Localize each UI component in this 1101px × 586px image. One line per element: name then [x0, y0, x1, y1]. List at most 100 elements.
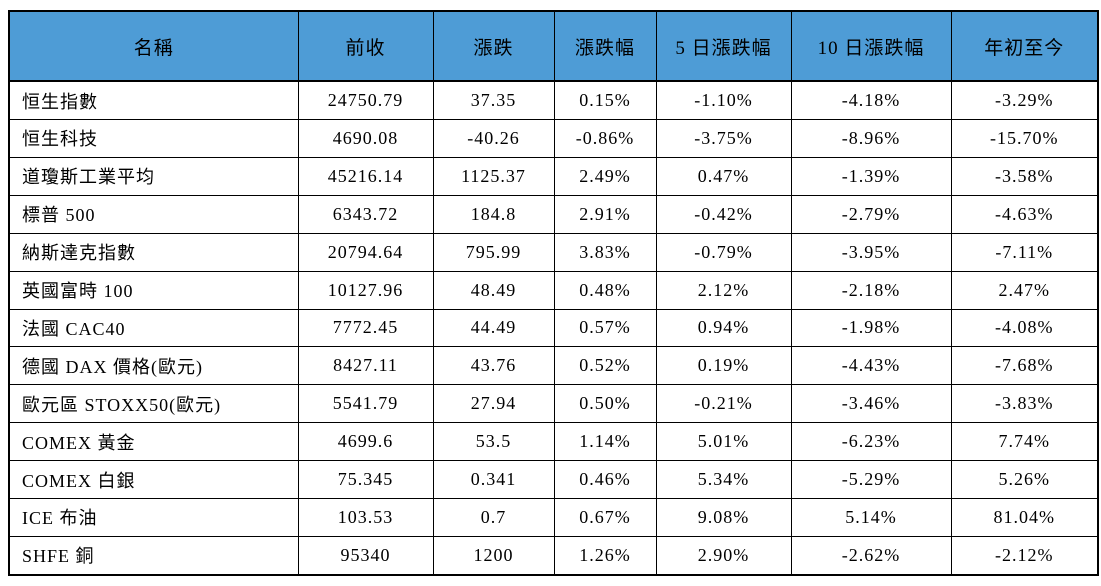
table-row: 歐元區 STOXX50(歐元) 5541.79 27.94 0.50% -0.21% -3…	[8, 384, 1099, 424]
pct-10d-cell: -1.39%	[790, 156, 952, 196]
prev-close-cell: 103.53	[297, 497, 434, 537]
pct-10d-cell: -8.96%	[790, 119, 952, 158]
pct-10d-cell: -3.95%	[790, 232, 952, 272]
name-cell: 標普 500	[8, 194, 299, 234]
pct-5d-cell: -1.10%	[655, 80, 792, 121]
change-pct-cell: 3.83%	[553, 232, 657, 272]
change-cell: -40.26	[432, 119, 555, 158]
ytd-cell: -15.70%	[950, 119, 1099, 158]
change-cell: 0.341	[432, 460, 555, 499]
table-row: 納斯達克指數 20794.64 795.99 3.83% -0.79% -3.95% -7.…	[8, 232, 1099, 272]
prev-close-cell: 6343.72	[297, 194, 434, 234]
change-pct-cell: 0.52%	[553, 346, 657, 386]
pct-5d-cell: 2.90%	[655, 535, 792, 576]
name-cell: 恒生科技	[8, 119, 299, 158]
prev-close-cell: 20794.64	[297, 232, 434, 272]
change-pct-cell: -0.86%	[553, 119, 657, 158]
pct-5d-cell: 5.01%	[655, 422, 792, 462]
name-cell: COMEX 黃金	[8, 422, 299, 462]
change-cell: 53.5	[432, 422, 555, 462]
change-cell: 1125.37	[432, 156, 555, 196]
prev-close-cell: 45216.14	[297, 156, 434, 196]
table-row: 德國 DAX 價格(歐元) 8427.11 43.76 0.52% 0.19% -4.43…	[8, 346, 1099, 386]
table-row: COMEX 白銀 75.345 0.341 0.46% 5.34% -5.29% 5.26%	[8, 460, 1099, 499]
prev-close-cell: 5541.79	[297, 384, 434, 424]
table-body: 恒生指數 24750.79 37.35 0.15% -1.10% -4.18% -3.29%…	[8, 80, 1099, 576]
prev-close-cell: 95340	[297, 535, 434, 576]
pct-10d-cell: -4.18%	[790, 80, 952, 121]
prev-close-cell: 4699.6	[297, 422, 434, 462]
pct-5d-cell: -0.42%	[655, 194, 792, 234]
change-cell: 1200	[432, 535, 555, 576]
pct-10d-cell: -2.62%	[790, 535, 952, 576]
header-row: 名稱 前收 漲跌 漲跌幅 5 日漲跌幅 10 日漲跌幅 年初至今	[8, 10, 1099, 82]
pct-5d-cell: 5.34%	[655, 460, 792, 499]
header-change-pct-5d: 5 日漲跌幅	[655, 10, 792, 82]
header-change-pct-ytd: 年初至今	[950, 10, 1099, 82]
table-header: 名稱 前收 漲跌 漲跌幅 5 日漲跌幅 10 日漲跌幅 年初至今	[8, 10, 1099, 82]
prev-close-cell: 24750.79	[297, 80, 434, 121]
change-cell: 44.49	[432, 308, 555, 348]
pct-10d-cell: -5.29%	[790, 460, 952, 499]
table-row: 英國富時 100 10127.96 48.49 0.48% 2.12% -2.18% 2.4…	[8, 270, 1099, 310]
change-cell: 795.99	[432, 232, 555, 272]
ytd-cell: 7.74%	[950, 422, 1099, 462]
table-row: 恒生指數 24750.79 37.35 0.15% -1.10% -4.18% -3.29%	[8, 80, 1099, 121]
name-cell: 納斯達克指數	[8, 232, 299, 272]
change-cell: 37.35	[432, 80, 555, 121]
change-cell: 0.7	[432, 497, 555, 537]
ytd-cell: 5.26%	[950, 460, 1099, 499]
change-pct-cell: 1.26%	[553, 535, 657, 576]
header-prev-close: 前收	[297, 10, 434, 82]
prev-close-cell: 4690.08	[297, 119, 434, 158]
name-cell: SHFE 銅	[8, 535, 299, 576]
change-pct-cell: 0.15%	[553, 80, 657, 121]
ytd-cell: -4.08%	[950, 308, 1099, 348]
ytd-cell: -2.12%	[950, 535, 1099, 576]
ytd-cell: -7.68%	[950, 346, 1099, 386]
prev-close-cell: 7772.45	[297, 308, 434, 348]
ytd-cell: -3.29%	[950, 80, 1099, 121]
change-cell: 27.94	[432, 384, 555, 424]
pct-5d-cell: 2.12%	[655, 270, 792, 310]
prev-close-cell: 8427.11	[297, 346, 434, 386]
pct-10d-cell: -6.23%	[790, 422, 952, 462]
header-change-pct: 漲跌幅	[553, 10, 657, 82]
ytd-cell: -7.11%	[950, 232, 1099, 272]
pct-5d-cell: -0.79%	[655, 232, 792, 272]
name-cell: 法國 CAC40	[8, 308, 299, 348]
table-row: 法國 CAC40 7772.45 44.49 0.57% 0.94% -1.98% -4.0…	[8, 308, 1099, 348]
market-index-table: 名稱 前收 漲跌 漲跌幅 5 日漲跌幅 10 日漲跌幅 年初至今 恒生指數 247…	[8, 10, 1099, 576]
pct-5d-cell: 0.94%	[655, 308, 792, 348]
change-pct-cell: 2.91%	[553, 194, 657, 234]
change-pct-cell: 0.50%	[553, 384, 657, 424]
table-row: 道瓊斯工業平均 45216.14 1125.37 2.49% 0.47% -1.39% -3…	[8, 156, 1099, 196]
prev-close-cell: 75.345	[297, 460, 434, 499]
header-name: 名稱	[8, 10, 299, 82]
name-cell: 歐元區 STOXX50(歐元)	[8, 384, 299, 424]
ytd-cell: -3.83%	[950, 384, 1099, 424]
change-pct-cell: 1.14%	[553, 422, 657, 462]
pct-10d-cell: 5.14%	[790, 497, 952, 537]
table-row: ICE 布油 103.53 0.7 0.67% 9.08% 5.14% 81.04%	[8, 497, 1099, 537]
header-change: 漲跌	[432, 10, 555, 82]
table-row: 標普 500 6343.72 184.8 2.91% -0.42% -2.79% -4.63…	[8, 194, 1099, 234]
name-cell: 英國富時 100	[8, 270, 299, 310]
change-cell: 48.49	[432, 270, 555, 310]
ytd-cell: 81.04%	[950, 497, 1099, 537]
pct-5d-cell: -3.75%	[655, 119, 792, 158]
header-change-pct-10d: 10 日漲跌幅	[790, 10, 952, 82]
change-pct-cell: 0.46%	[553, 460, 657, 499]
change-pct-cell: 0.67%	[553, 497, 657, 537]
ytd-cell: -3.58%	[950, 156, 1099, 196]
pct-5d-cell: 0.19%	[655, 346, 792, 386]
change-pct-cell: 0.48%	[553, 270, 657, 310]
pct-5d-cell: 9.08%	[655, 497, 792, 537]
change-pct-cell: 0.57%	[553, 308, 657, 348]
change-pct-cell: 2.49%	[553, 156, 657, 196]
change-cell: 184.8	[432, 194, 555, 234]
pct-10d-cell: -3.46%	[790, 384, 952, 424]
prev-close-cell: 10127.96	[297, 270, 434, 310]
name-cell: 德國 DAX 價格(歐元)	[8, 346, 299, 386]
pct-5d-cell: 0.47%	[655, 156, 792, 196]
